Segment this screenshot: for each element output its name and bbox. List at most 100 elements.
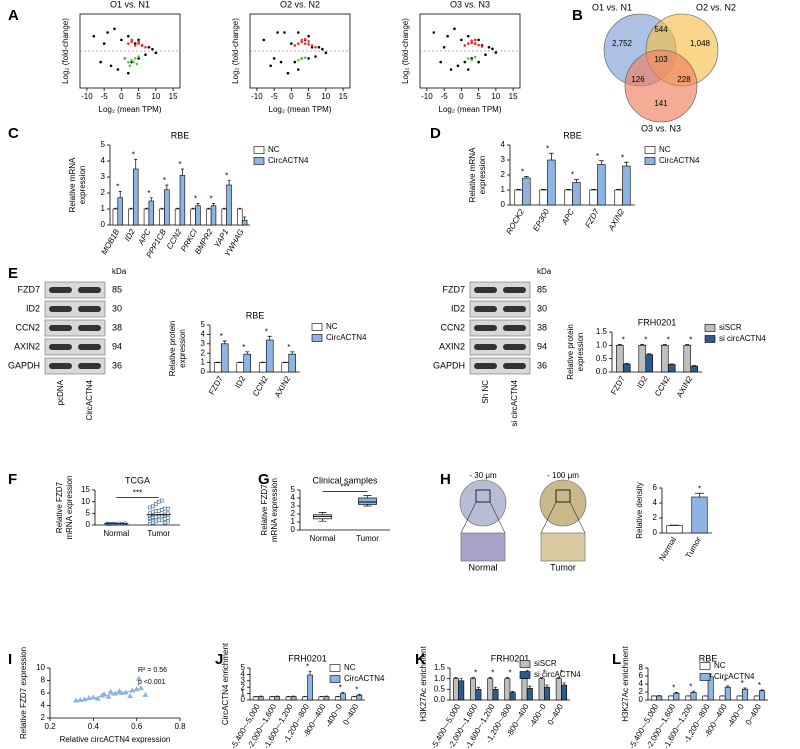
point	[156, 509, 161, 513]
lane-label: CircACTN4	[85, 379, 94, 420]
point	[272, 57, 276, 60]
kda-value: 38	[112, 322, 122, 332]
point	[303, 56, 307, 59]
venn-count: 2,752	[612, 39, 633, 48]
blot-band	[474, 344, 497, 350]
bar	[340, 693, 346, 701]
x-tick-label: -5	[441, 92, 449, 101]
blot-band	[474, 287, 497, 293]
point	[137, 40, 140, 44]
y-tick-label: 5	[201, 320, 206, 329]
blot-strip	[469, 300, 531, 318]
bar	[597, 164, 606, 206]
error-bar	[180, 168, 184, 176]
significance: *	[242, 343, 245, 352]
x-tick-label: ROCK2	[504, 207, 526, 236]
error-bar	[129, 207, 133, 209]
y-axis-label: expression	[178, 329, 187, 368]
y-tick-label: 3	[201, 339, 206, 348]
significance: *	[724, 677, 727, 686]
point	[466, 57, 470, 60]
x-tick-label: -10	[81, 92, 93, 101]
error-bar	[145, 207, 148, 209]
blot-strip	[44, 338, 106, 356]
y-axis-label: expression	[576, 333, 585, 372]
significance: *	[491, 669, 494, 678]
error-bar	[134, 159, 138, 169]
blot-band	[49, 306, 72, 312]
bar	[148, 200, 155, 226]
legend-label: CircACTN4	[326, 333, 367, 342]
panel-label: E	[8, 265, 18, 282]
kda-value: 94	[112, 341, 122, 351]
significance: *	[667, 336, 670, 345]
error-bar	[760, 689, 764, 691]
blot-band	[78, 325, 101, 331]
bar	[210, 205, 217, 226]
point	[470, 39, 474, 42]
point	[135, 62, 139, 66]
point	[463, 44, 467, 47]
legend-label: NC	[659, 145, 671, 154]
y-tick-label: 0	[241, 695, 246, 704]
x-axis-label: Log₂ (mean TPM)	[439, 105, 502, 114]
bar	[555, 678, 562, 701]
x-tick-label: -400~0	[725, 702, 746, 729]
y-axis-label: mRNA expression	[270, 478, 279, 542]
blot-band	[474, 363, 497, 369]
zoom-connector	[540, 501, 586, 534]
error-bar	[617, 344, 622, 346]
legend-label: NC	[714, 661, 726, 670]
bar	[274, 696, 281, 701]
panel-label: G	[258, 471, 270, 488]
point	[135, 675, 142, 681]
legend-label: CircACTN4	[268, 156, 309, 165]
zoom-connector	[460, 501, 506, 534]
x-axis-label: Log₂ (mean TPM)	[269, 105, 332, 114]
blot-strip	[469, 319, 531, 337]
point	[120, 38, 123, 42]
bar	[622, 165, 631, 206]
y-tick-label: 4	[201, 330, 206, 339]
bar	[159, 208, 165, 226]
blot-strip	[44, 300, 106, 318]
error-bar	[149, 197, 153, 201]
point	[126, 60, 130, 64]
y-tick-label: 2	[501, 170, 506, 179]
y-tick-label: 2	[639, 687, 644, 696]
bar	[226, 184, 232, 226]
bar	[719, 695, 726, 701]
blot-band	[503, 344, 526, 350]
kda-value: 85	[112, 284, 122, 294]
significance: *	[210, 195, 213, 204]
point	[126, 34, 130, 38]
y-tick-label: 0	[639, 695, 644, 704]
error-bar	[493, 686, 498, 690]
panel-label: L	[612, 651, 621, 668]
x-tick-label: EP300	[531, 207, 551, 233]
point	[487, 46, 491, 49]
point	[477, 60, 480, 64]
point	[101, 691, 108, 697]
bar	[220, 343, 229, 373]
x-tick-label: CCN2	[653, 374, 672, 398]
bar	[504, 678, 511, 701]
error-bar	[647, 353, 652, 355]
point	[317, 46, 321, 49]
point	[494, 51, 498, 54]
x-tick-label: 0	[459, 92, 464, 101]
point	[132, 60, 135, 64]
error-bar	[488, 677, 492, 679]
point	[293, 44, 297, 47]
y-axis-label: H3K27Ac enrichment	[419, 645, 428, 721]
y-tick-label: 1	[101, 204, 106, 213]
x-tick-label: 0	[289, 92, 294, 101]
error-bar	[541, 189, 546, 190]
bar	[237, 208, 243, 226]
point	[307, 34, 310, 38]
point	[162, 517, 167, 521]
point	[307, 57, 310, 60]
venn-count: 228	[677, 75, 691, 84]
point	[162, 506, 167, 511]
